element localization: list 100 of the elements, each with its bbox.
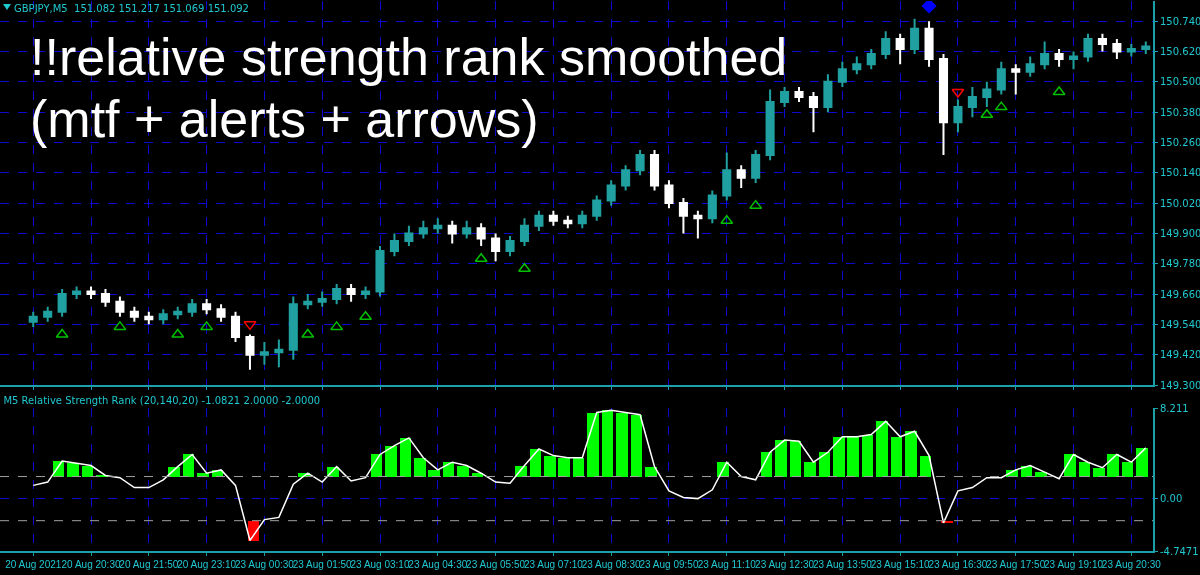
point: [921, 1, 937, 14]
point: [749, 199, 763, 209]
candlestick: [173, 305, 183, 321]
candlestick: [881, 30, 891, 61]
x-tick-label: 23 Aug 05:50: [466, 559, 526, 570]
candlestick: [649, 149, 660, 192]
candlestick: [1097, 32, 1107, 53]
annotation: GBPJPY,M5 151.082 151.217 151.069 151.092: [14, 3, 249, 14]
x-tick-label: 23 Aug 19:10: [1044, 559, 1104, 570]
bar: [81, 465, 94, 477]
candlestick: [491, 232, 501, 263]
point: [980, 108, 994, 118]
candlestick: [736, 164, 746, 189]
y-tick-label: 150.500: [1160, 76, 1200, 88]
candlestick: [1025, 55, 1035, 78]
candlestick: [187, 298, 197, 318]
candlestick: [635, 149, 645, 177]
x-tick-label: 23 Aug 04:30: [408, 559, 468, 570]
candlestick: [259, 341, 269, 366]
candlestick: [996, 60, 1006, 96]
candlestick: [621, 164, 631, 192]
candlestick: [563, 214, 573, 230]
candlestick: [866, 48, 876, 71]
candlestick: [447, 219, 457, 245]
candlestick: [982, 80, 992, 109]
candlestick: [924, 20, 934, 68]
point: [301, 328, 315, 338]
candlestick: [707, 189, 717, 225]
candlestick: [678, 197, 688, 235]
candlestick: [751, 149, 761, 184]
candlestick: [317, 290, 327, 308]
x-tick-label: 23 Aug 20:30: [1101, 559, 1162, 570]
bar: [1136, 447, 1148, 477]
bar: [587, 412, 599, 477]
candlestick: [72, 285, 82, 301]
point: [200, 321, 214, 331]
bar: [1078, 462, 1091, 477]
candlestick: [332, 282, 342, 306]
candlestick: [1126, 42, 1136, 58]
candlestick: [1054, 48, 1064, 68]
candlestick: [1083, 32, 1093, 63]
bar: [1093, 467, 1105, 477]
y-tick-label: 149.660: [1160, 288, 1200, 300]
bar: [457, 465, 469, 477]
candlestick: [1112, 37, 1122, 61]
point: [113, 321, 127, 331]
point: [994, 101, 1008, 111]
bar: [67, 463, 79, 477]
point: [171, 328, 185, 338]
x-tick-label: 23 Aug 17:50: [986, 559, 1046, 570]
candlestick: [794, 85, 804, 104]
candlestick: [592, 194, 602, 222]
candlestick: [476, 222, 486, 248]
x-tick-label: 20 Aug 21:50: [119, 559, 179, 570]
candlestick: [144, 310, 154, 326]
point: [55, 328, 69, 338]
candlestick: [346, 282, 356, 303]
candlestick: [389, 232, 399, 258]
candlestick: [57, 288, 67, 318]
y-tick-label: 149.540: [1160, 318, 1200, 330]
y-tick-label: 150.260: [1160, 136, 1200, 148]
y-tick-label: 8.211: [1160, 402, 1189, 414]
bar: [890, 436, 903, 477]
candlestick: [910, 17, 920, 56]
candlestick: [202, 298, 212, 316]
bar: [1121, 462, 1134, 477]
x-tick-label: 20 Aug 2021: [5, 559, 62, 570]
candlestick: [577, 209, 587, 230]
x-tick-label: 23 Aug 16:30: [928, 559, 988, 570]
x-tick-label: 20 Aug 20:30: [61, 559, 121, 570]
candlestick: [28, 310, 38, 328]
point: [517, 263, 531, 273]
candlestick: [230, 310, 241, 344]
point: [474, 252, 488, 262]
bar: [385, 445, 397, 477]
bar: [832, 436, 845, 477]
candlestick: [433, 217, 443, 235]
x-tick-label: 20 Aug 23:10: [177, 559, 237, 570]
candlestick: [274, 338, 284, 369]
bar: [413, 457, 426, 477]
candlestick: [664, 179, 674, 210]
candlestick: [837, 60, 847, 88]
bar: [601, 410, 614, 477]
point: [330, 321, 344, 331]
candlestick: [548, 209, 558, 227]
line-series: [32, 409, 1147, 542]
candlestick: [1040, 40, 1050, 71]
candlestick: [361, 285, 371, 301]
y-tick-label: 149.300: [1160, 379, 1200, 391]
candlestick: [1141, 40, 1151, 56]
bar: [876, 421, 888, 477]
bar: [861, 434, 874, 477]
candlestick: [100, 288, 111, 308]
bar: [616, 412, 628, 477]
y-tick-label: 150.740: [1160, 15, 1200, 27]
bar: [543, 455, 556, 477]
candlestick: [86, 285, 96, 301]
candlestick: [808, 90, 818, 134]
y-tick-label: 150.140: [1160, 167, 1200, 179]
candlestick: [895, 32, 905, 66]
